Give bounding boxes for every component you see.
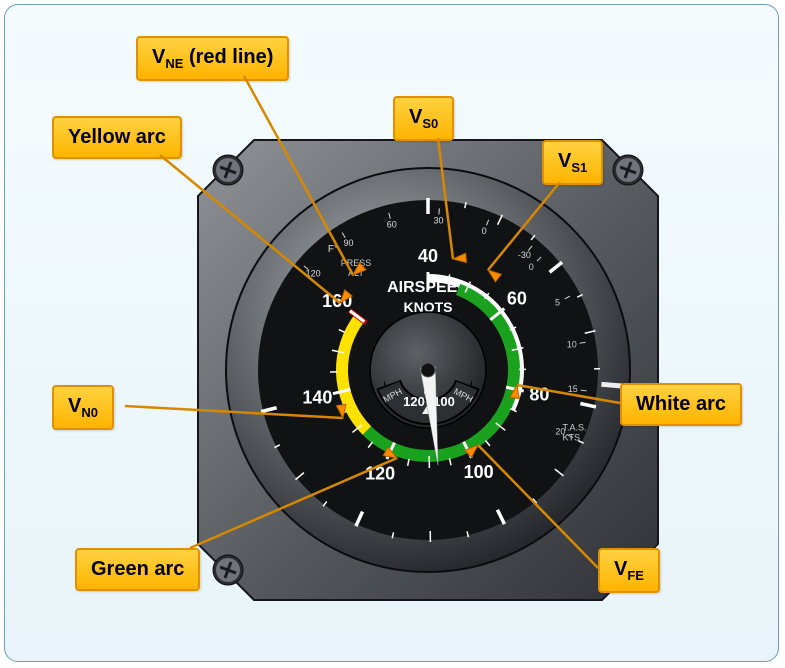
speed-number: 80 [529, 384, 549, 404]
temp-scale-label: 90 [344, 238, 354, 248]
speed-number: 100 [464, 462, 494, 482]
speed-number: 120 [365, 463, 395, 483]
tas-label: KTS [562, 432, 580, 442]
temp-scale-label: 0 [482, 226, 487, 236]
needle-hub [421, 363, 435, 377]
callout-green-arc: Green arc [75, 548, 200, 591]
press-alt-label: ALT [348, 268, 364, 278]
temp-f-label: F° [328, 244, 338, 255]
callout-yellow-arc: Yellow arc [52, 116, 182, 159]
speed-number: 60 [507, 289, 527, 309]
callout-vne: VNE (red line) [136, 36, 289, 81]
alt-scale-label: 0 [529, 262, 534, 272]
callout-white-arc: White arc [620, 383, 742, 426]
tas-label: T.A.S. [562, 422, 586, 432]
callout-vfe: VFE [598, 548, 660, 593]
temp-scale-label: 30 [433, 215, 443, 225]
speed-number: 160 [322, 291, 352, 311]
speed-number: 140 [302, 388, 332, 408]
alt-scale-label: 5 [555, 298, 560, 308]
press-alt-label: PRESS [341, 258, 372, 268]
callout-vno: VN0 [52, 385, 114, 430]
temp-scale-label: -30 [518, 250, 531, 260]
temp-scale-label: 60 [387, 219, 397, 229]
alt-scale-label: 15 [568, 384, 578, 394]
callout-vs1: VS1 [542, 140, 603, 185]
speed-number: 40 [418, 246, 438, 266]
temp-scale-label: 120 [306, 269, 321, 279]
alt-scale-label: 10 [567, 340, 577, 350]
callout-vs0: VS0 [393, 96, 454, 141]
tas-value: 120 [403, 394, 425, 409]
